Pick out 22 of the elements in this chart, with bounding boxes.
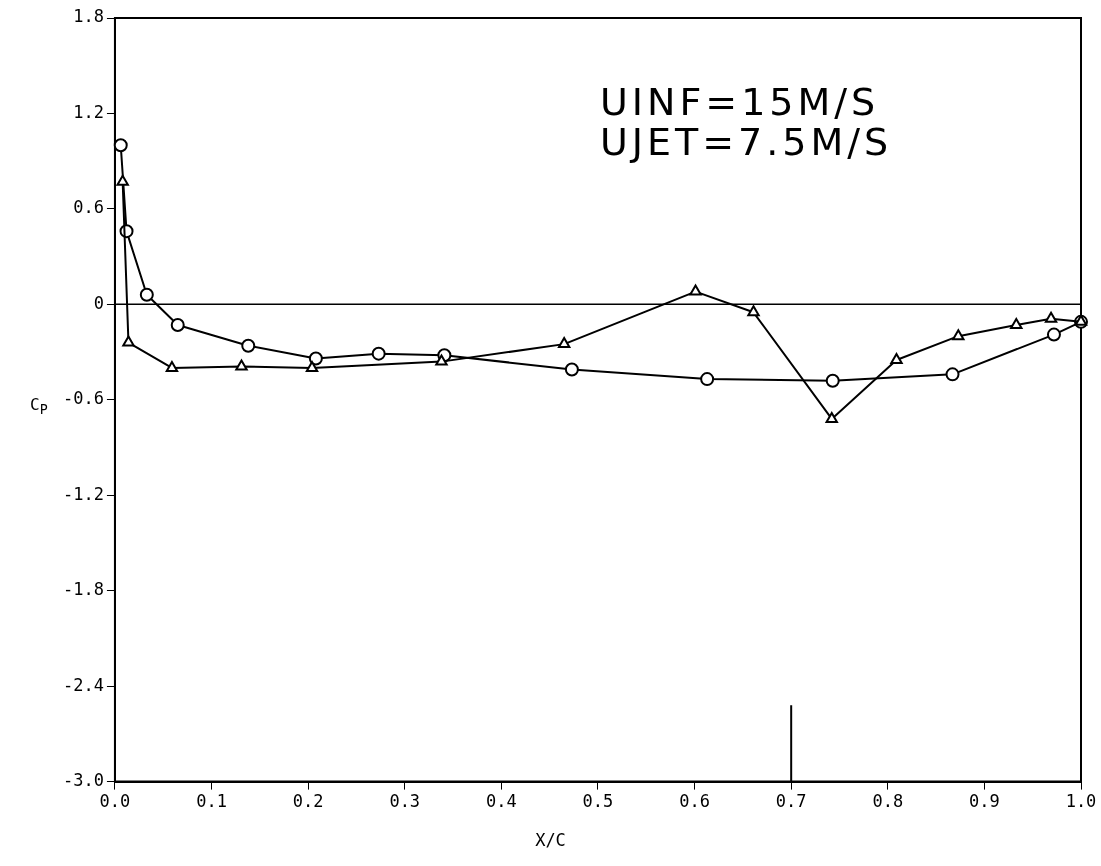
x-axis-title: X/C bbox=[534, 830, 567, 850]
y-tick-label: 1.2 bbox=[73, 101, 104, 122]
x-tick-label: 0.9 bbox=[969, 791, 1000, 812]
x-tick-label: 0.6 bbox=[679, 791, 710, 812]
x-tick-label: 0.4 bbox=[486, 791, 517, 812]
y-tick-label: -2.4 bbox=[62, 674, 104, 695]
y-tick-label: 0 bbox=[93, 292, 104, 313]
y-tick-label: -1.2 bbox=[62, 483, 104, 504]
y-axis-title: C$_{P}$ bbox=[30, 395, 48, 418]
x-tick-label: 0.2 bbox=[292, 791, 324, 812]
x-tick-label: 0.8 bbox=[872, 791, 904, 812]
x-tick-label: 0.3 bbox=[389, 791, 421, 812]
x-tick-label: 0.0 bbox=[99, 791, 131, 812]
y-tick-label: 0.6 bbox=[73, 197, 104, 218]
y-tick-label: -0.6 bbox=[62, 388, 104, 409]
x-tick-label: 0.7 bbox=[775, 791, 807, 812]
y-tick-label: 1.8 bbox=[73, 6, 104, 27]
x-tick-label: 0.1 bbox=[196, 791, 227, 812]
y-tick-label: -3.0 bbox=[62, 770, 104, 791]
x-tick-label: 1.0 bbox=[1065, 791, 1097, 812]
x-tick-label: 0.5 bbox=[582, 791, 614, 812]
y-tick-label: -1.8 bbox=[62, 579, 104, 600]
